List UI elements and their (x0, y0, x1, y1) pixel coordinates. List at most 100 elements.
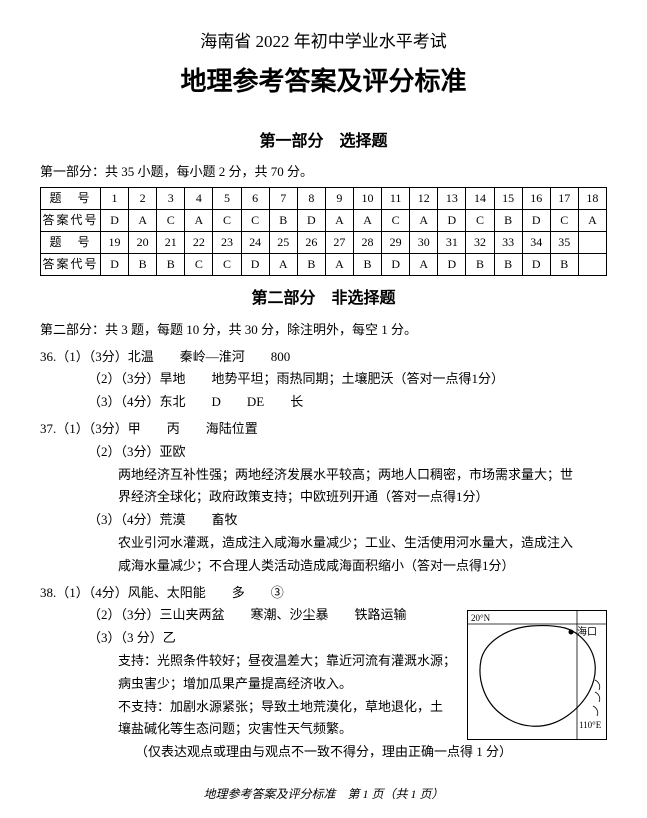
qnum-cell: 7 (269, 188, 297, 210)
q37-1: 37.（1）（3分）甲 丙 海陆位置 (40, 419, 607, 440)
qnum-cell: 2 (129, 188, 157, 210)
qnum-cell: 20 (129, 232, 157, 254)
ans-cell: C (241, 210, 269, 232)
qnum-cell: 1 (101, 188, 129, 210)
page-footer: 地理参考答案及评分标准 第 1 页（共 1 页） (0, 785, 647, 804)
qnum-cell: 5 (213, 188, 241, 210)
question-37: 37.（1）（3分）甲 丙 海陆位置 （2）（3分）亚欧 两地经济互补性强；两地… (40, 419, 607, 577)
q37-6: 农业引河水灌溉，造成注入咸海水量减少；工业、生活使用河水量大，造成注入 (40, 533, 607, 554)
ans-cell: C (466, 210, 494, 232)
ans-cell: A (269, 254, 297, 276)
ans-cell: A (185, 210, 213, 232)
row-label-a: 答案代号 (41, 210, 101, 232)
qnum-cell: 11 (382, 188, 410, 210)
ans-cell: B (550, 254, 578, 276)
qnum-cell: 34 (522, 232, 550, 254)
qnum-cell: 33 (494, 232, 522, 254)
ans-cell: D (101, 254, 129, 276)
doc-title: 地理参考答案及评分标准 (40, 61, 607, 103)
ans-cell: C (185, 254, 213, 276)
qnum-cell: 4 (185, 188, 213, 210)
lon-label: 110°E (579, 720, 602, 730)
ans-cell: A (410, 210, 438, 232)
ans-cell: A (325, 210, 353, 232)
question-36: 36.（1）（3分）北温 秦岭—淮河 800 （2）（3分）旱地 地势平坦；雨热… (40, 347, 607, 413)
qnum-cell: 21 (157, 232, 185, 254)
row-label-a: 答案代号 (41, 254, 101, 276)
qnum-cell: 19 (101, 232, 129, 254)
q37-7: 咸海水量减少；不合理人类活动造成咸海面积缩小（答对一点得1分） (40, 556, 607, 577)
qnum-cell: 25 (269, 232, 297, 254)
ans-cell: C (382, 210, 410, 232)
ans-cell: B (157, 254, 185, 276)
qnum-cell: 17 (550, 188, 578, 210)
exam-title: 海南省 2022 年初中学业水平考试 (40, 28, 607, 55)
ans-cell: A (325, 254, 353, 276)
q36-1: 36.（1）（3分）北温 秦岭—淮河 800 (40, 347, 607, 368)
ans-cell: B (353, 254, 381, 276)
qnum-cell: 9 (325, 188, 353, 210)
qnum-cell: 18 (578, 188, 606, 210)
ans-cell: A (410, 254, 438, 276)
ans-cell: B (494, 210, 522, 232)
part2-desc: 第二部分：共 3 题，每题 10 分，共 30 分，除注明外，每空 1 分。 (40, 320, 607, 341)
ans-cell: A (129, 210, 157, 232)
q37-4: 界经济全球化；政府政策支持；中欧班列开通（答对一点得1分） (40, 487, 607, 508)
ans-cell: C (213, 210, 241, 232)
ans-cell: D (297, 210, 325, 232)
qnum-cell: 35 (550, 232, 578, 254)
qnum-cell: 16 (522, 188, 550, 210)
ans-cell: C (157, 210, 185, 232)
qnum-cell: 24 (241, 232, 269, 254)
q37-3: 两地经济互补性强；两地经济发展水平较高；两地人口稠密，市场需求量大；世 (40, 465, 607, 486)
qnum-cell: 12 (410, 188, 438, 210)
qnum-cell: 13 (438, 188, 466, 210)
qnum-cell: 6 (241, 188, 269, 210)
ans-cell: D (522, 210, 550, 232)
lat-label: 20°N (471, 613, 491, 623)
qnum-cell: 28 (353, 232, 381, 254)
qnum-cell: 27 (325, 232, 353, 254)
ans-cell: C (213, 254, 241, 276)
q36-3: （3）（4分）东北 D DE 长 (40, 392, 607, 413)
ans-cell: D (522, 254, 550, 276)
ans-cell: D (382, 254, 410, 276)
qnum-cell: 14 (466, 188, 494, 210)
section2-title: 第二部分 非选择题 (40, 286, 607, 312)
qnum-cell (578, 232, 606, 254)
q37-2: （2）（3分）亚欧 (40, 442, 607, 463)
hainan-map: 20°N 110°E 海口 (467, 610, 607, 740)
qnum-cell: 31 (438, 232, 466, 254)
ans-cell: A (578, 210, 606, 232)
q37-5: （3）（4分）荒漠 畜牧 (40, 510, 607, 531)
qnum-cell: 29 (382, 232, 410, 254)
answer-table-1: 题 号123456789101112131415161718 答案代号DACAC… (40, 187, 607, 276)
ans-cell: D (438, 254, 466, 276)
q36-2: （2）（3分）旱地 地势平坦；雨热同期；土壤肥沃（答对一点得1分） (40, 369, 607, 390)
city-label: 海口 (577, 625, 597, 638)
row-label-q: 题 号 (41, 188, 101, 210)
qnum-cell: 3 (157, 188, 185, 210)
qnum-cell: 32 (466, 232, 494, 254)
ans-cell (578, 254, 606, 276)
ans-cell: B (494, 254, 522, 276)
ans-cell: C (550, 210, 578, 232)
ans-cell: B (269, 210, 297, 232)
q38-1: 38.（1）（4分）风能、太阳能 多 ③ (40, 583, 607, 604)
ans-cell: D (438, 210, 466, 232)
ans-cell: D (101, 210, 129, 232)
ans-cell: A (353, 210, 381, 232)
qnum-cell: 15 (494, 188, 522, 210)
qnum-cell: 10 (353, 188, 381, 210)
ans-cell: B (129, 254, 157, 276)
qnum-cell: 22 (185, 232, 213, 254)
qnum-cell: 30 (410, 232, 438, 254)
qnum-cell: 23 (213, 232, 241, 254)
qnum-cell: 26 (297, 232, 325, 254)
part1-desc: 第一部分：共 35 小题，每小题 2 分，共 70 分。 (40, 162, 607, 183)
q38-8: （仅表达观点或理由与观点不一致不得分，理由正确一点得 1 分） (40, 742, 607, 763)
ans-cell: B (297, 254, 325, 276)
section1-title: 第一部分 选择题 (40, 129, 607, 155)
qnum-cell: 8 (297, 188, 325, 210)
ans-cell: D (241, 254, 269, 276)
